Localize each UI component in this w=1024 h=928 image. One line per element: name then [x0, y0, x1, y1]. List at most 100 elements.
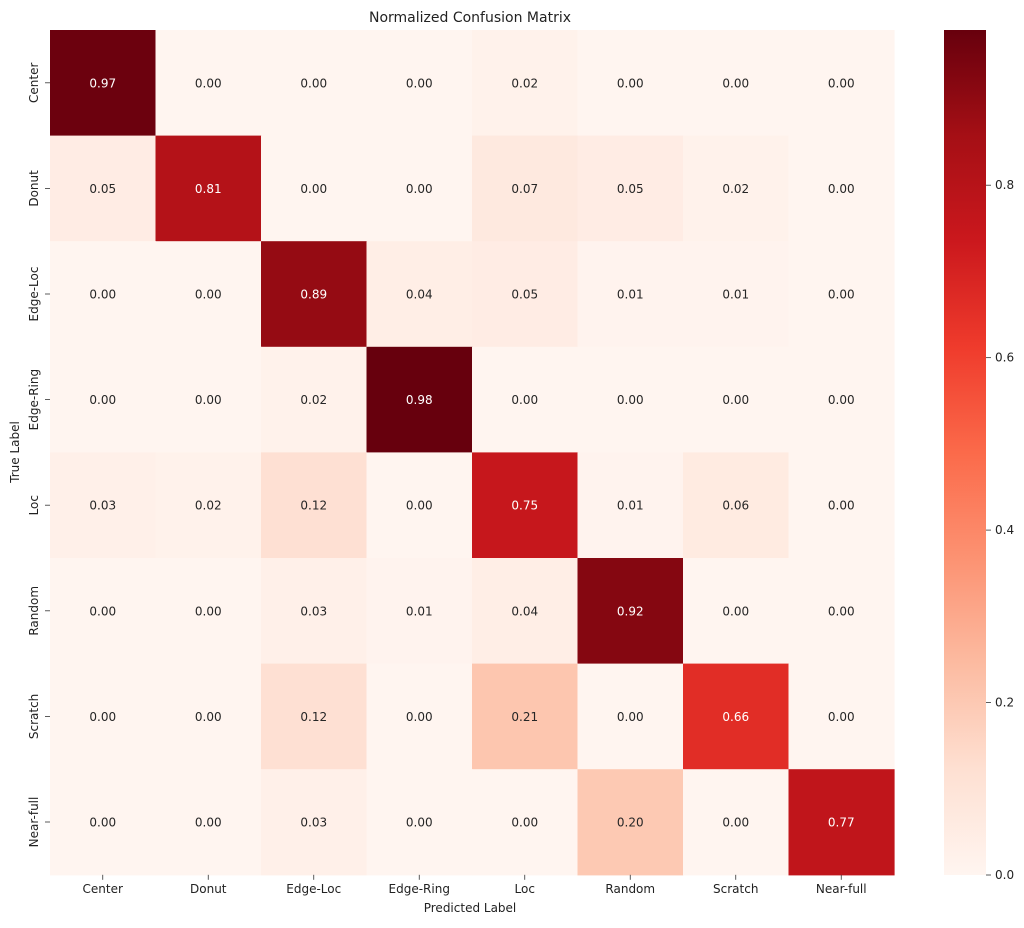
heatmap-cell — [50, 769, 157, 876]
cell-value-label: 0.07 — [511, 182, 538, 196]
cell-value-label: 0.00 — [195, 816, 222, 830]
cell-value-label: 0.00 — [89, 710, 116, 724]
y-axis: Center Donut Edge-Loc Edge-Ring Loc Random Scr… — [27, 63, 50, 847]
cell-value-label: 0.00 — [828, 182, 855, 196]
cell-value-label: 0.00 — [511, 393, 538, 407]
cell-value-label: 0.66 — [722, 710, 749, 724]
cell-value-label: 0.12 — [300, 710, 327, 724]
colorbar-tick-label: 0.4 — [995, 523, 1014, 537]
heatmap-cell — [472, 452, 579, 559]
heatmap-cell — [788, 769, 895, 876]
heatmap-cell — [366, 769, 473, 876]
heatmap-cell — [261, 769, 368, 876]
heatmap-cell — [683, 346, 790, 453]
cell-value-label: 0.03 — [89, 499, 116, 513]
cell-value-label: 0.00 — [300, 76, 327, 90]
cell-value-label: 0.89 — [300, 288, 327, 302]
heatmap-cell — [472, 769, 579, 876]
cell-value-label: 0.98 — [406, 393, 433, 407]
heatmap-cell — [472, 241, 579, 348]
cell-value-label: 0.00 — [300, 182, 327, 196]
heatmap-cell — [788, 558, 895, 665]
heatmap-cell — [155, 135, 262, 242]
cell-value-label: 0.02 — [195, 499, 222, 513]
cell-value-label: 0.20 — [617, 816, 644, 830]
cell-value-label: 0.21 — [511, 710, 538, 724]
cell-value-label: 0.03 — [300, 816, 327, 830]
x-tick-label: Loc — [515, 882, 535, 896]
cell-value-label: 0.05 — [511, 288, 538, 302]
colorbar-axis: 0.0 0.2 0.4 0.6 0.8 — [986, 178, 1014, 882]
cell-value-label: 0.00 — [406, 710, 433, 724]
cell-value-label: 0.03 — [300, 604, 327, 618]
cell-value-label: 0.00 — [828, 499, 855, 513]
cell-value-label: 0.06 — [722, 499, 749, 513]
colorbar-tick-label: 0.8 — [995, 178, 1014, 192]
cell-value-label: 0.00 — [195, 393, 222, 407]
y-tick-label: Edge-Ring — [27, 369, 41, 430]
heatmap-cell — [788, 663, 895, 770]
heatmap-cell — [683, 769, 790, 876]
cell-value-label: 0.00 — [828, 393, 855, 407]
heatmap-cell — [50, 663, 157, 770]
cell-value-label: 0.00 — [89, 393, 116, 407]
heatmap-cell — [155, 452, 262, 559]
cell-value-label: 0.00 — [406, 76, 433, 90]
heatmap-cell — [577, 663, 684, 770]
heatmap-cell — [155, 769, 262, 876]
cell-value-label: 0.00 — [406, 499, 433, 513]
cell-value-label: 0.00 — [722, 604, 749, 618]
cell-value-label: 0.00 — [195, 710, 222, 724]
heatmap-cell — [577, 346, 684, 453]
cell-value-label: 0.00 — [195, 604, 222, 618]
heatmap-cell — [683, 241, 790, 348]
heatmap-cell — [50, 241, 157, 348]
cell-value-label: 0.05 — [617, 182, 644, 196]
cell-value-label: 0.02 — [722, 182, 749, 196]
heatmap-cell — [261, 452, 368, 559]
cell-value-label: 0.00 — [828, 288, 855, 302]
cell-value-label: 0.00 — [617, 76, 644, 90]
heatmap-cell — [472, 346, 579, 453]
x-tick-label: Random — [605, 882, 655, 896]
cell-value-label: 0.00 — [828, 604, 855, 618]
heatmap-cell — [472, 663, 579, 770]
cell-value-label: 0.05 — [89, 182, 116, 196]
cell-value-label: 0.00 — [89, 604, 116, 618]
heatmap-cell — [683, 135, 790, 242]
x-tick-label: Center — [83, 882, 123, 896]
cell-value-label: 0.02 — [300, 393, 327, 407]
heatmap-cell — [577, 452, 684, 559]
heatmap-cells — [50, 30, 895, 876]
cell-value-label: 0.01 — [617, 288, 644, 302]
heatmap-cell — [577, 241, 684, 348]
heatmap-cell — [366, 346, 473, 453]
y-tick-label: Center — [27, 63, 41, 103]
cell-value-label: 0.00 — [722, 816, 749, 830]
heatmap-cell — [683, 558, 790, 665]
heatmap-cell — [261, 558, 368, 665]
x-tick-label: Near-full — [816, 882, 867, 896]
colorbar — [944, 30, 986, 875]
heatmap-cell — [155, 241, 262, 348]
x-tick-label: Edge-Ring — [389, 882, 450, 896]
x-tick-label: Donut — [190, 882, 227, 896]
cell-value-label: 0.00 — [195, 288, 222, 302]
cell-value-label: 0.00 — [406, 182, 433, 196]
cell-value-label: 0.00 — [828, 710, 855, 724]
heatmap-cell — [577, 769, 684, 876]
cell-value-label: 0.12 — [300, 499, 327, 513]
cell-value-label: 0.00 — [617, 393, 644, 407]
cell-value-label: 0.00 — [828, 76, 855, 90]
cell-value-label: 0.01 — [406, 604, 433, 618]
heatmap-cell — [50, 346, 157, 453]
heatmap-cell — [472, 30, 579, 137]
heatmap-cell — [472, 558, 579, 665]
cell-value-label: 0.00 — [89, 816, 116, 830]
heatmap-cell — [366, 135, 473, 242]
y-axis-title: True Label — [8, 421, 22, 484]
cell-value-label: 0.81 — [195, 182, 222, 196]
heatmap-cell — [788, 241, 895, 348]
cell-value-label: 0.01 — [722, 288, 749, 302]
heatmap-cell — [366, 558, 473, 665]
